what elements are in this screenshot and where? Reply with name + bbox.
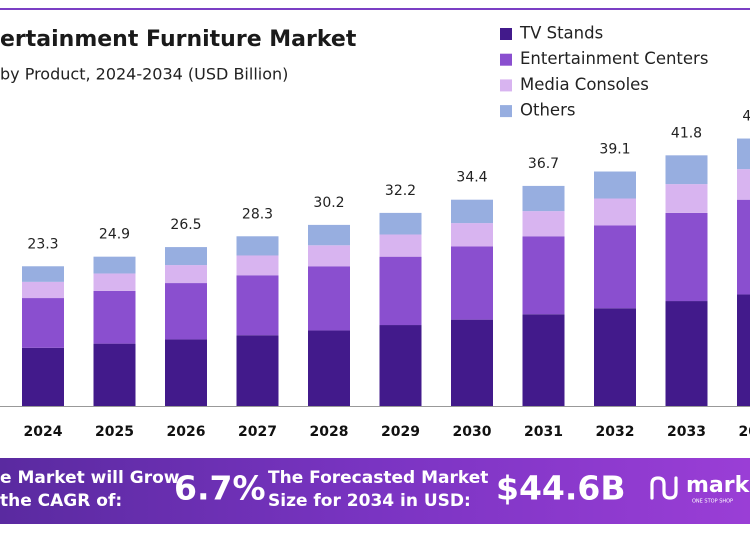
plot: 23.3 2024 24.9 2025 26.5 2026 28.3 2027 30.2 2028… [22, 109, 750, 440]
total-label: 28.3 [242, 206, 273, 222]
legend-swatch [500, 53, 512, 66]
chart-title: ertainment Furniture Market [0, 27, 357, 52]
total-label: 30.2 [313, 195, 344, 211]
bar-segment [665, 301, 708, 406]
bar-segment [451, 246, 493, 320]
x-tick-label: 2026 [167, 424, 206, 440]
bar-segment [737, 169, 750, 200]
bar-segment [594, 308, 636, 406]
bar-segment [93, 256, 136, 274]
bar-segment [236, 335, 279, 406]
chart-subtitle: by Product, 2024-2034 (USD Billion) [0, 65, 288, 84]
legend-label: TV Stands [519, 24, 603, 43]
bar-segment [308, 266, 350, 331]
bar-segment [379, 325, 422, 406]
x-tick-label: 2031 [524, 424, 563, 440]
total-label: 41.8 [671, 125, 702, 141]
x-tick-label: 2025 [95, 424, 134, 440]
bar-segment [165, 283, 207, 340]
bar-segment [93, 290, 136, 344]
bar-segment [165, 265, 207, 284]
bar-segment [165, 247, 207, 266]
total-label: 44.6 [742, 109, 750, 125]
bar-segment [308, 224, 350, 246]
bar-segment [665, 184, 708, 213]
bar-segment [522, 185, 565, 212]
footer-banner [0, 458, 750, 524]
bar-segment [379, 256, 422, 326]
bar-segment [22, 298, 64, 348]
bar-segment [93, 273, 136, 291]
bar-segment [451, 223, 493, 247]
total-label: 36.7 [528, 156, 559, 172]
bar-segment [379, 234, 422, 257]
x-tick-label: 2034 [739, 424, 750, 440]
bar-segment [93, 343, 136, 406]
bar-segment [22, 281, 64, 299]
x-tick-label: 2030 [453, 424, 492, 440]
total-label: 34.4 [456, 170, 487, 186]
legend-label: Others [520, 101, 575, 120]
x-tick-label: 2033 [667, 424, 706, 440]
bar-segment [22, 347, 64, 406]
bar-segment [522, 211, 565, 237]
brand-icon [650, 476, 678, 500]
cagr-value: 6.7% [174, 469, 266, 508]
total-label: 26.5 [170, 217, 201, 233]
bar-segment [737, 138, 750, 170]
total-label: 39.1 [599, 142, 630, 158]
bar-segment [665, 155, 708, 185]
bar-segment [165, 339, 207, 406]
brand-name: mark [686, 473, 750, 498]
forecast-text: Size for 2034 in USD: [268, 491, 471, 511]
x-tick-label: 2027 [238, 424, 277, 440]
cagr-text: e Market will Grow [0, 468, 180, 488]
x-tick-label: 2029 [381, 424, 420, 440]
bar-segment [308, 245, 350, 267]
total-label: 24.9 [99, 227, 130, 243]
legend-swatch [500, 105, 512, 118]
bar-segment [737, 294, 750, 406]
bar-segment [236, 255, 279, 276]
bar-segment [594, 198, 636, 226]
x-tick-label: 2024 [24, 424, 63, 440]
legend: TV Stands Entertainment Centers Media Cons… [500, 24, 708, 120]
bar-segment [379, 212, 422, 235]
bar-segment [522, 314, 565, 406]
bar-segment [236, 236, 279, 256]
cagr-text: the CAGR of: [0, 491, 122, 511]
total-label: 32.2 [385, 183, 416, 199]
bar-segment [308, 330, 350, 406]
x-tick-label: 2032 [596, 424, 635, 440]
legend-swatch [500, 28, 512, 40]
bar-segment [522, 236, 565, 315]
bar-segment [594, 171, 636, 199]
forecast-text: The Forecasted Market [268, 468, 488, 488]
bar-segment [594, 225, 636, 309]
legend-swatch [500, 79, 512, 92]
brand-tagline: ONE STOP SHOP [692, 499, 733, 505]
x-tick-label: 2028 [310, 424, 349, 440]
legend-label: Entertainment Centers [520, 49, 708, 68]
bar-segment [737, 199, 750, 295]
bar-segment [451, 319, 493, 406]
bar-segment [22, 266, 64, 282]
forecast-value: $44.6B [496, 469, 626, 508]
bar-segment [451, 199, 493, 224]
bar-segment [236, 275, 279, 336]
bar-segment [665, 212, 708, 302]
legend-label: Media Consoles [520, 75, 649, 94]
total-label: 23.3 [27, 236, 58, 252]
